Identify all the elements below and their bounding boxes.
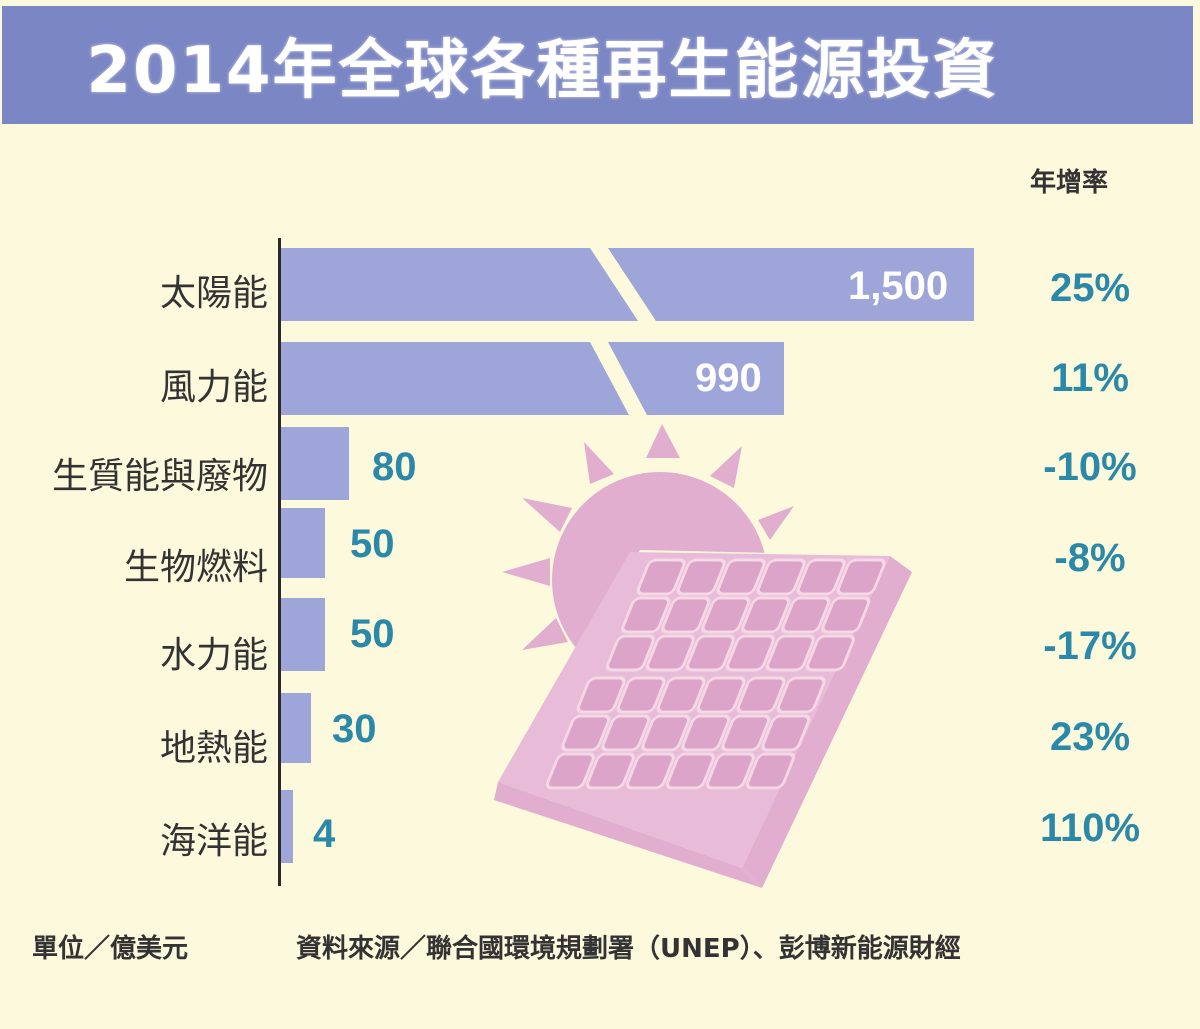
category-label: 海洋能	[159, 821, 268, 862]
bar-geothermal	[281, 693, 311, 763]
bar-biomass	[281, 427, 349, 500]
axis-break-mark	[590, 248, 656, 321]
value-label: 50	[350, 522, 395, 566]
chart-title: 2014年全球各種再生能源投資	[86, 34, 999, 108]
bar-row-biofuel: 生物燃料 50 -8%	[0, 508, 1200, 588]
bar-row-hydro: 水力能 50 -17%	[0, 598, 1200, 676]
y-axis-line	[278, 238, 281, 886]
axis-break-mark	[590, 342, 656, 432]
bar-hydro	[281, 598, 325, 671]
growth-rate: -10%	[1043, 445, 1137, 489]
bar-ocean	[281, 790, 293, 863]
bar-row-ocean: 海洋能 4 110%	[0, 790, 1200, 863]
bar-wind	[281, 342, 784, 415]
category-label: 風力能	[159, 367, 268, 408]
value-label: 990	[695, 356, 762, 400]
growth-rate: -17%	[1043, 624, 1137, 668]
bar-row-biomass: 生質能與廢物 80 -10%	[0, 427, 1200, 500]
growth-rate: 25%	[1049, 266, 1131, 310]
category-label: 地熱能	[159, 728, 268, 769]
category-label: 太陽能	[159, 273, 268, 314]
value-label: 4	[313, 812, 336, 856]
category-label: 生質能與廢物	[51, 456, 268, 497]
growth-rate: 23%	[1049, 715, 1131, 759]
bar-row-wind: 風力能 990 11%	[0, 342, 1200, 432]
value-label: 80	[372, 445, 417, 489]
category-label: 生物燃料	[123, 547, 268, 588]
bar-row-solar: 太陽能 1,500 25%	[0, 248, 1200, 321]
growth-rate: 11%	[1051, 356, 1129, 400]
growth-rate-header: 年增率	[1030, 168, 1109, 198]
sun-solar-panel-icon	[494, 424, 912, 888]
value-label: 50	[350, 612, 395, 656]
growth-rate: 110%	[1039, 806, 1141, 850]
bar-row-geothermal: 地熱能 30 23%	[0, 693, 1200, 769]
source-note: 資料來源／聯合國環境規劃署（UNEP）、彭博新能源財經	[296, 934, 961, 964]
bar-biofuel	[281, 508, 325, 578]
title-banner: 2014年全球各種再生能源投資	[2, 6, 1193, 124]
value-label: 30	[332, 707, 377, 751]
unit-note: 單位／億美元	[32, 934, 189, 964]
value-label: 1,500	[848, 264, 949, 308]
category-label: 水力能	[159, 635, 268, 676]
growth-rate: -8%	[1054, 536, 1126, 580]
